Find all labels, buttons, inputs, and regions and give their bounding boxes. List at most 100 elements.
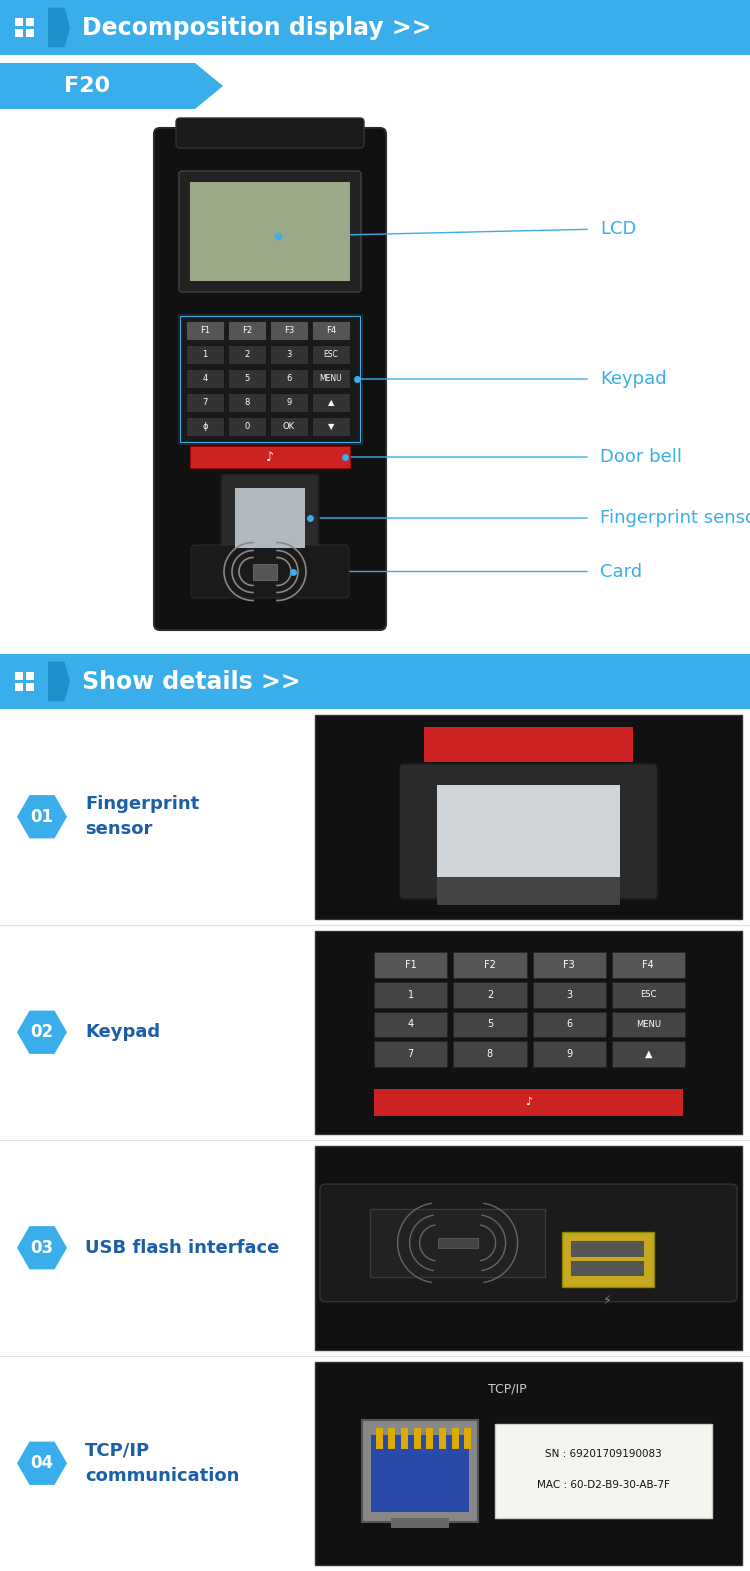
Text: TCP/IP: TCP/IP (488, 1382, 527, 1395)
Bar (312, 346, 350, 364)
Bar (453, 1012, 526, 1037)
Bar (228, 320, 266, 339)
Bar (437, 1238, 478, 1247)
Bar (612, 982, 685, 1007)
Bar (190, 446, 350, 468)
Bar (15, 672, 23, 680)
Text: 6: 6 (286, 374, 292, 383)
Bar (186, 393, 224, 412)
Bar (374, 982, 447, 1007)
Bar (452, 1428, 459, 1448)
Polygon shape (17, 795, 67, 839)
Polygon shape (17, 1225, 67, 1269)
Polygon shape (17, 1442, 67, 1485)
Text: 01: 01 (31, 807, 53, 826)
Text: F4: F4 (326, 327, 336, 335)
Bar (312, 393, 350, 412)
Bar (315, 1145, 742, 1349)
Bar (612, 1042, 685, 1067)
Bar (190, 182, 350, 281)
Bar (436, 786, 620, 880)
Bar (374, 952, 447, 977)
Bar (374, 1042, 447, 1067)
Text: 04: 04 (31, 1455, 53, 1472)
Text: MENU: MENU (636, 1020, 661, 1029)
Bar (401, 1428, 408, 1448)
Bar (362, 1420, 478, 1522)
Text: F2: F2 (484, 960, 496, 969)
Bar (464, 1428, 472, 1448)
Bar (235, 489, 305, 548)
Text: 6: 6 (566, 1020, 572, 1029)
Bar (26, 683, 34, 691)
Bar (228, 393, 266, 412)
Bar (180, 316, 360, 441)
Text: 8: 8 (244, 397, 250, 407)
FancyBboxPatch shape (154, 127, 386, 630)
Bar (532, 952, 606, 977)
Text: ⚡: ⚡ (603, 1295, 612, 1307)
Text: 2: 2 (244, 350, 250, 360)
Text: 8: 8 (487, 1049, 493, 1059)
Text: 9: 9 (566, 1049, 572, 1059)
Bar (186, 416, 224, 437)
Text: F1: F1 (200, 327, 210, 335)
Bar (15, 17, 23, 27)
Bar (453, 982, 526, 1007)
Bar (374, 1012, 447, 1037)
FancyBboxPatch shape (179, 171, 361, 292)
Text: 4: 4 (202, 374, 208, 383)
Text: SN : 69201709190083: SN : 69201709190083 (545, 1448, 662, 1459)
Bar (391, 1518, 449, 1529)
Bar (376, 1428, 382, 1448)
Text: ▼: ▼ (328, 423, 334, 430)
Text: ♪: ♪ (525, 1098, 532, 1108)
Bar (228, 416, 266, 437)
Bar (0, 0, 750, 55)
Bar (312, 369, 350, 388)
Bar (453, 1042, 526, 1067)
Text: Door bell: Door bell (600, 448, 682, 467)
Bar (612, 1012, 685, 1037)
Text: F4: F4 (643, 960, 654, 969)
Text: Decomposition display >>: Decomposition display >> (82, 16, 432, 39)
Bar (562, 1232, 653, 1287)
Bar (315, 930, 742, 1134)
Text: LCD: LCD (600, 220, 636, 239)
Bar (414, 1428, 421, 1448)
Bar (270, 346, 308, 364)
FancyBboxPatch shape (221, 474, 319, 562)
Bar (228, 346, 266, 364)
Bar (26, 17, 34, 27)
Bar (253, 564, 277, 580)
Text: USB flash interface: USB flash interface (85, 1240, 279, 1257)
Bar (495, 1425, 712, 1518)
Bar (178, 314, 362, 445)
FancyBboxPatch shape (400, 764, 658, 899)
Text: Keypad: Keypad (85, 1023, 160, 1042)
Text: ESC: ESC (324, 350, 338, 360)
Bar (270, 393, 308, 412)
Bar (427, 1428, 433, 1448)
Bar (388, 1428, 395, 1448)
Text: F20: F20 (64, 75, 110, 96)
Bar (186, 320, 224, 339)
FancyBboxPatch shape (191, 545, 349, 599)
Bar (26, 28, 34, 38)
Bar (371, 1436, 469, 1511)
Text: 1: 1 (407, 990, 414, 999)
Polygon shape (17, 1010, 67, 1054)
Bar (228, 369, 266, 388)
Text: 03: 03 (31, 1240, 53, 1257)
Bar (370, 1208, 545, 1277)
Text: Show details >>: Show details >> (82, 669, 301, 693)
Text: ♪: ♪ (266, 451, 274, 463)
Text: 4: 4 (407, 1020, 414, 1029)
Text: 3: 3 (566, 990, 572, 999)
Text: 0: 0 (244, 423, 250, 430)
Bar (186, 369, 224, 388)
Bar (453, 952, 526, 977)
Bar (439, 1428, 446, 1448)
Bar (374, 1089, 683, 1117)
Text: F3: F3 (563, 960, 575, 969)
